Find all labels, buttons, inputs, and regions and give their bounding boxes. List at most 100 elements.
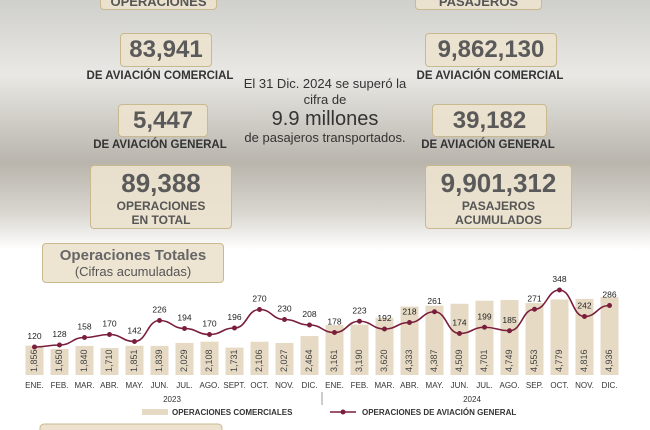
bar-value-label: 2,027 [279,349,289,372]
line-value-label: 142 [127,326,141,336]
stat-label: OPERACIONES EN TOTAL [116,198,206,227]
x-tick-label: FEB. [351,381,369,390]
line-point [507,328,512,334]
line-point [482,324,487,330]
stat-value: 5,447 [118,104,208,137]
x-tick-label: ENE. [325,381,344,390]
line-value-label: 185 [502,315,516,325]
bar [175,342,194,375]
bar [450,303,469,375]
year-label: 2024 [463,395,481,404]
x-tick-label: DIC. [302,381,318,390]
x-tick-label: ABR. [400,381,419,390]
line-point [382,326,387,332]
stat-value: 89,388 [121,167,201,198]
line-value-label: 226 [152,305,166,315]
line-value-label: 271 [527,293,541,303]
bar [75,345,94,375]
bar-value-label: 4,749 [504,349,514,372]
total-box: 89,388 OPERACIONES EN TOTAL [90,165,232,229]
line-value-label: 192 [377,313,391,323]
x-tick-label: OCT. [250,381,268,390]
x-tick-label: AGO. [499,381,519,390]
line-value-label: 120 [27,331,41,341]
bar-value-label: 4,701 [479,349,489,372]
bar-value-label: 2,106 [254,349,264,372]
bar-value-label: 1,851 [129,349,139,372]
stat-value: 83,941 [120,33,212,67]
chart-subtitle: (Cifras acumuladas) [74,264,192,279]
line-point [82,335,87,340]
line-point [357,318,362,324]
stat-label: DE AVIACIÓN COMERCIAL [416,70,564,82]
line-point [407,320,412,325]
x-tick-label: MAY. [426,381,444,390]
legend-swatch [340,409,346,415]
bar-value-label: 4,509 [454,349,464,372]
operations-title: OPERACIONES [100,0,217,10]
x-tick-label: ABR. [100,381,119,390]
bar [375,317,394,375]
bar [325,325,344,375]
bar [150,345,169,375]
stat-label: DE AVIACIÓN GENERAL [93,139,227,151]
line-value-label: 348 [552,274,566,284]
bar-value-label: 4,553 [529,349,539,372]
bar [125,345,144,375]
line-point [57,342,62,348]
line-value-label: 208 [302,309,316,319]
bar-value-label: 3,161 [329,349,339,372]
bar [275,342,294,375]
line-value-label: 286 [602,290,616,300]
x-tick-label: JUN. [151,381,169,390]
line-value-label: 242 [577,301,591,311]
line-value-label: 196 [227,312,241,322]
bar [300,336,319,375]
bar-value-label: 2,029 [179,349,189,372]
line-point [207,332,212,337]
legend-label: OPERACIONES DE AVIACIÓN GENERAL [362,408,516,417]
x-tick-label: ENE. [25,381,44,390]
chart-header: Operaciones Totales (Cifras acumuladas) [42,243,224,283]
year-label: 2023 [163,395,181,404]
x-tick-label: JUN. [451,381,469,390]
bar [500,299,519,375]
x-tick-label: FEB. [51,381,69,390]
bar-value-label: 1,839 [154,349,164,372]
bar-value-label: 1,731 [229,349,239,372]
total-box: 9,901,312 PASAJEROS ACUMULADOS [425,165,572,229]
line-value-label: 170 [102,319,116,329]
line-point [182,326,187,331]
bar [425,305,444,375]
line-value-label: 158 [77,322,91,332]
legend-label: OPERACIONES COMERCIALES [172,408,293,417]
stat-label: DE AVIACIÓN GENERAL [421,139,555,151]
x-tick-label: SEPT. [223,381,245,390]
line-point [232,325,237,331]
stat-value: 39,182 [432,104,547,137]
note-highlight: 9.9 millones [271,108,379,130]
bar [225,347,244,375]
line-value-label: 128 [52,329,66,339]
line-point [332,330,337,335]
line-value-label: 199 [477,311,491,321]
bar-value-label: 4,816 [579,349,589,372]
x-tick-label: MAR. [375,381,395,390]
line-point [307,322,312,328]
bar [475,300,494,375]
bar [550,299,569,375]
stat-value: 9,862,130 [425,33,557,67]
milestone-note: El 31 Dic. 2024 se superó la cifra de 9.… [240,76,410,146]
line-value-label: 174 [452,318,466,328]
x-tick-label: AGO. [199,381,219,390]
line-value-label: 194 [177,313,191,323]
line [34,289,610,348]
bar-value-label: 1,840 [79,349,89,372]
x-tick-label: MAR. [75,381,95,390]
line-point [457,331,462,336]
bar-value-label: 4,387 [429,349,439,372]
line-point [257,307,262,312]
bar-value-label: 1,856 [29,349,39,372]
line-point [157,318,162,323]
